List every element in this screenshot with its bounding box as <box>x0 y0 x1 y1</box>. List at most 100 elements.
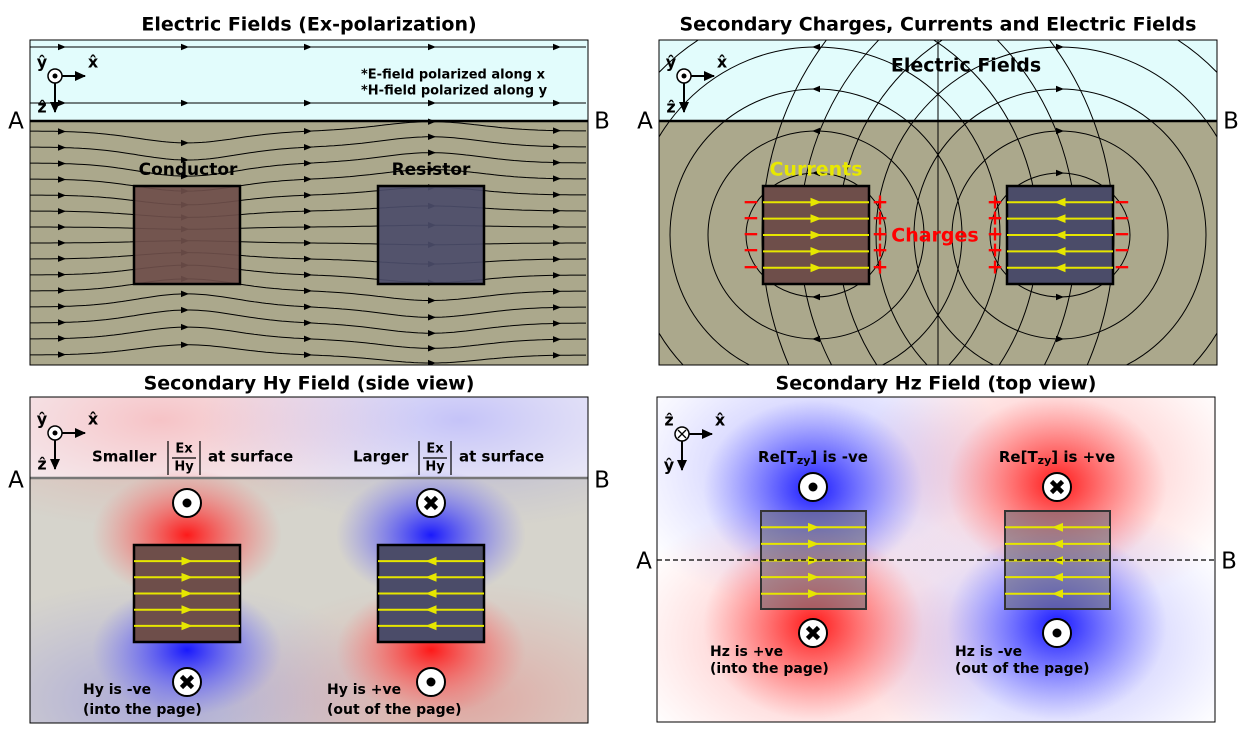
arrow-head <box>810 214 822 223</box>
charge: + <box>872 238 889 262</box>
arrow-head <box>810 247 822 256</box>
label: at surface <box>459 448 544 466</box>
caption: Hy is +ve <box>327 682 401 698</box>
arrow-head <box>58 255 66 262</box>
tipper-label: Re[Tzy] is +ve <box>999 448 1115 468</box>
arrow-head <box>1054 197 1066 207</box>
arrow-head <box>553 127 561 134</box>
tipper-sub: zy <box>797 454 811 467</box>
caption: Hy is -ve <box>83 682 151 698</box>
caption: (into the page) <box>83 702 202 718</box>
arrow-head <box>812 2 820 8</box>
axis-dot <box>52 73 58 79</box>
caption: (out of the page) <box>327 702 462 718</box>
arrow-head <box>553 175 561 182</box>
arrow-head <box>58 176 66 183</box>
profile-end: A <box>636 549 652 575</box>
arrow-head <box>1056 293 1064 301</box>
label: Currents <box>769 159 862 181</box>
arrow-head <box>553 239 561 247</box>
axis-dot <box>681 73 687 79</box>
arrow-head <box>812 85 820 93</box>
panel-frame <box>658 39 1218 366</box>
panel-title: Secondary Hz Field (top view) <box>776 373 1097 395</box>
axis-label: x̂ <box>88 53 99 72</box>
arrow-head <box>58 303 66 310</box>
charge: − <box>743 238 760 262</box>
arrow-head <box>58 239 66 247</box>
axis-label: x̂ <box>715 411 726 430</box>
charge: + <box>987 222 1004 246</box>
arrow-head <box>810 263 822 273</box>
charge: − <box>1114 206 1131 230</box>
arrow-head <box>58 271 66 278</box>
arrow-head <box>1054 214 1066 223</box>
profile-end: B <box>1221 549 1237 575</box>
arrow-head <box>812 43 820 51</box>
charge: − <box>743 222 760 246</box>
arrow-head <box>428 43 436 51</box>
note: *H-field polarized along y <box>361 84 548 99</box>
arrow-head <box>808 522 819 532</box>
arrow-head <box>1056 127 1064 135</box>
arrow-head <box>553 143 561 150</box>
field-cross <box>179 674 195 690</box>
field-cross <box>805 625 821 641</box>
label: Electric Fields <box>891 55 1041 77</box>
arrow-head <box>304 255 312 263</box>
arrow-head <box>810 197 822 207</box>
arrow-head <box>1054 263 1066 273</box>
axis-label: ẑ <box>666 98 675 117</box>
arrow-head <box>428 345 436 352</box>
arrow-head <box>553 223 561 231</box>
arrow-head <box>181 290 189 298</box>
arrow-head <box>181 43 189 51</box>
label: Larger <box>353 448 409 466</box>
arrow-head <box>553 255 561 263</box>
arrow-head <box>304 99 312 107</box>
arrow-head <box>1056 85 1064 93</box>
arrow-head <box>58 128 66 135</box>
tipper-label: Re[Tzy] is -ve <box>758 448 868 468</box>
arrow-head <box>425 605 437 615</box>
arrow-head <box>428 166 436 173</box>
arrow-head <box>304 335 312 343</box>
label: Charges <box>891 225 978 247</box>
arrow-head <box>1054 230 1066 240</box>
charge: + <box>987 238 1004 262</box>
air <box>30 40 588 121</box>
arrow-head <box>304 159 312 167</box>
arrow-head <box>428 99 436 107</box>
arrow-head <box>553 43 561 51</box>
hy-field <box>30 397 588 723</box>
label: Resistor <box>392 160 471 180</box>
arrow-head <box>304 223 312 231</box>
arrow-head <box>812 335 820 343</box>
charge: + <box>872 190 889 214</box>
arrow-head <box>1054 247 1066 256</box>
charge: − <box>1114 255 1131 279</box>
axis-label: ẑ <box>37 455 46 474</box>
arrow-head <box>58 223 66 231</box>
arrow-head <box>304 207 312 215</box>
arrow-head <box>58 208 66 215</box>
arrow-head <box>428 133 436 140</box>
axis-label: ŷ <box>37 410 48 429</box>
charge: + <box>987 190 1004 214</box>
ratio-num: Ex <box>175 442 193 457</box>
arrow-head <box>425 621 437 631</box>
field-cross <box>1049 479 1065 495</box>
arrow-head <box>58 287 66 294</box>
field-dot <box>808 482 818 492</box>
tipper-text: Re[T <box>999 448 1039 466</box>
caption: (into the page) <box>710 661 829 677</box>
axis-label: ŷ <box>664 456 675 475</box>
arrow-head <box>304 351 312 359</box>
axis-label: ŷ <box>666 53 677 72</box>
arrow-head <box>1056 2 1064 8</box>
charge: + <box>872 206 889 230</box>
label: Conductor <box>139 160 238 180</box>
arrow-head <box>304 271 312 279</box>
axis-label: x̂ <box>717 53 728 72</box>
